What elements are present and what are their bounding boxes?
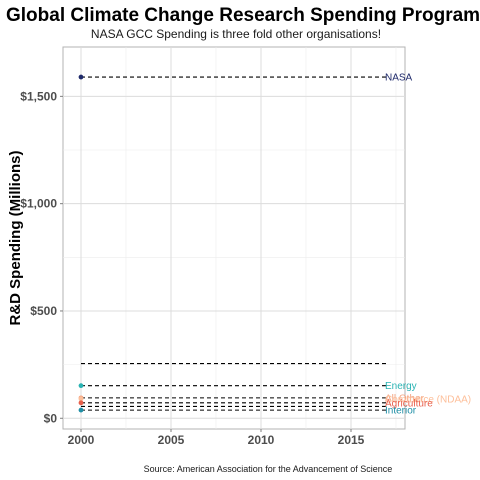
- x-tick-label: 2005: [158, 433, 185, 447]
- reference-lines: [81, 76, 387, 411]
- plot-panel: [62, 46, 406, 430]
- y-tick-label: $500: [30, 304, 57, 318]
- series-label: NASA: [385, 73, 413, 84]
- series-label: Agriculture: [385, 398, 433, 409]
- chart-title: Global Climate Change Research Spending …: [6, 5, 480, 26]
- x-tick-label: 2010: [248, 433, 275, 447]
- series-label: Interior: [385, 406, 417, 417]
- data-point: [78, 407, 84, 413]
- y-tick-label: $1,000: [20, 197, 57, 211]
- y-tick-labels: $0 $500 $1,000 $1,500: [20, 89, 63, 425]
- series-label: Commerce (NDAA): [385, 394, 471, 405]
- grid-lines: [63, 47, 405, 429]
- chart-caption: Source: American Association for the Adv…: [144, 464, 393, 474]
- chart-subtitle: NASA GCC Spending is three fold other or…: [91, 27, 381, 41]
- x-tick-label: 2000: [68, 433, 95, 447]
- data-point: [78, 383, 84, 389]
- y-tick-label: $1,500: [20, 89, 57, 103]
- x-tick-labels: 2000 2005 2010 2015: [68, 429, 365, 447]
- data-point: [78, 74, 84, 80]
- data-point: [78, 400, 84, 406]
- x-tick-label: 2015: [338, 433, 365, 447]
- data-points: [78, 74, 84, 413]
- y-tick-label: $0: [44, 411, 58, 425]
- data-point: [78, 396, 84, 402]
- y-axis-title: R&D Spending (Millions): [7, 151, 24, 326]
- series-label: Energy: [385, 381, 417, 392]
- series-label: All Other: [385, 393, 425, 404]
